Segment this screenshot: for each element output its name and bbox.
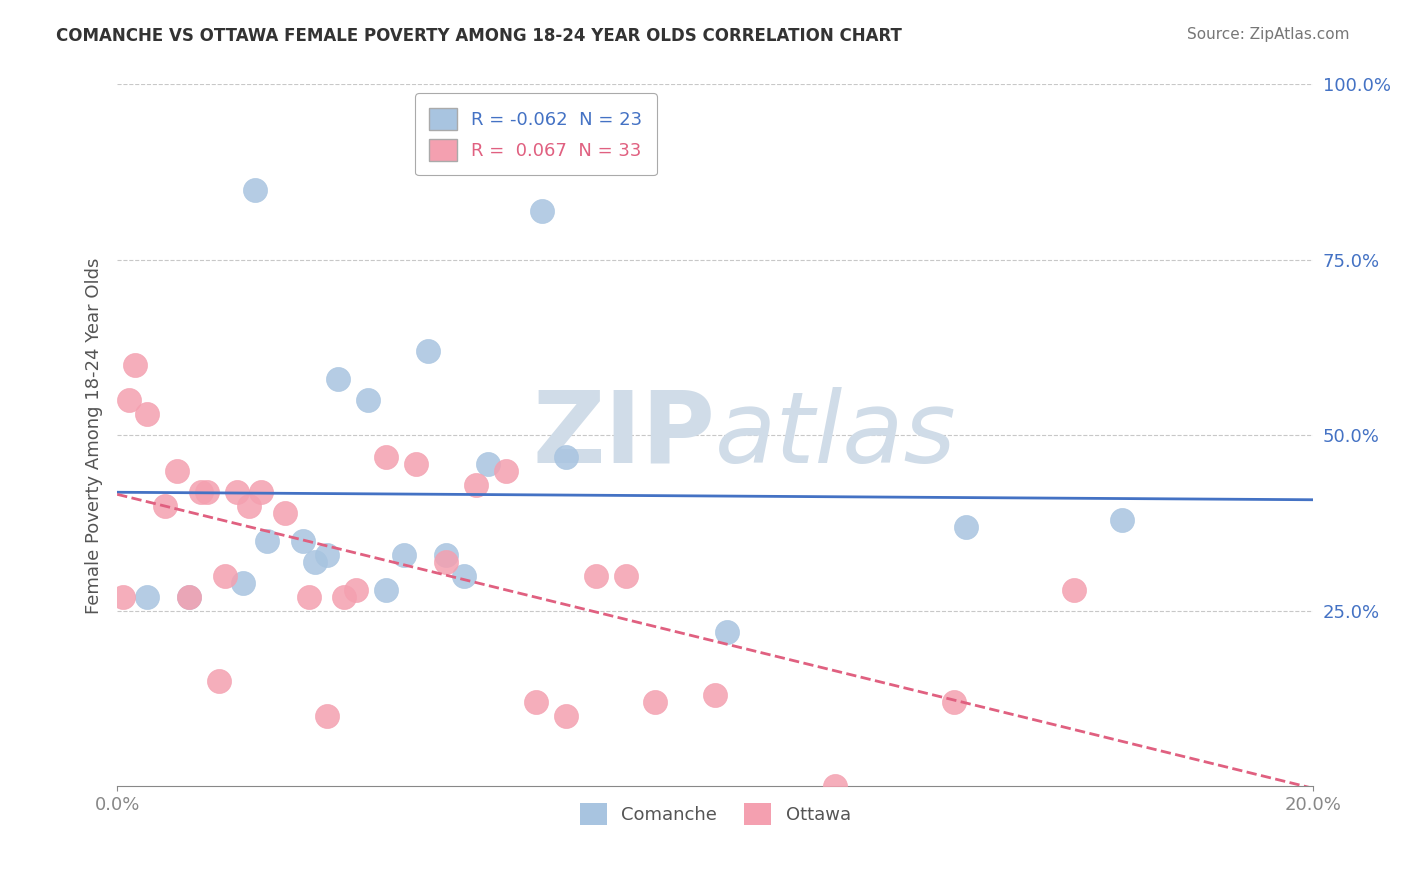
Text: ZIP: ZIP xyxy=(533,387,716,484)
Point xyxy=(530,203,553,218)
Point xyxy=(195,484,218,499)
Point xyxy=(225,484,247,499)
Point xyxy=(453,569,475,583)
Point xyxy=(243,183,266,197)
Point xyxy=(177,590,200,604)
Point xyxy=(554,450,576,464)
Point xyxy=(249,484,271,499)
Point xyxy=(824,780,846,794)
Point xyxy=(238,499,260,513)
Point xyxy=(315,709,337,723)
Point xyxy=(333,590,356,604)
Point xyxy=(344,582,367,597)
Legend: Comanche, Ottawa: Comanche, Ottawa xyxy=(571,794,860,834)
Point xyxy=(375,582,398,597)
Point xyxy=(297,590,319,604)
Point xyxy=(357,393,380,408)
Point xyxy=(495,464,517,478)
Point xyxy=(644,695,666,709)
Point xyxy=(375,450,398,464)
Point xyxy=(315,548,337,562)
Point xyxy=(716,625,738,640)
Point xyxy=(465,477,488,491)
Point xyxy=(328,372,350,386)
Point xyxy=(208,674,231,689)
Point xyxy=(434,548,457,562)
Point xyxy=(190,484,212,499)
Point xyxy=(118,393,141,408)
Point xyxy=(304,555,326,569)
Point xyxy=(232,575,254,590)
Point xyxy=(554,709,576,723)
Point xyxy=(418,344,440,359)
Point xyxy=(256,533,278,548)
Point xyxy=(214,569,236,583)
Point xyxy=(136,590,159,604)
Point xyxy=(1111,513,1133,527)
Point xyxy=(704,688,727,702)
Point xyxy=(585,569,607,583)
Point xyxy=(136,408,159,422)
Point xyxy=(943,695,966,709)
Text: Source: ZipAtlas.com: Source: ZipAtlas.com xyxy=(1187,27,1350,42)
Text: COMANCHE VS OTTAWA FEMALE POVERTY AMONG 18-24 YEAR OLDS CORRELATION CHART: COMANCHE VS OTTAWA FEMALE POVERTY AMONG … xyxy=(56,27,903,45)
Point xyxy=(614,569,637,583)
Point xyxy=(273,506,295,520)
Y-axis label: Female Poverty Among 18-24 Year Olds: Female Poverty Among 18-24 Year Olds xyxy=(86,257,103,614)
Point xyxy=(124,358,146,372)
Point xyxy=(477,457,499,471)
Point xyxy=(1063,582,1085,597)
Point xyxy=(112,590,135,604)
Point xyxy=(291,533,314,548)
Point xyxy=(177,590,200,604)
Point xyxy=(955,519,977,533)
Point xyxy=(394,548,416,562)
Point xyxy=(166,464,188,478)
Text: atlas: atlas xyxy=(716,387,957,484)
Point xyxy=(524,695,547,709)
Point xyxy=(434,555,457,569)
Point xyxy=(153,499,176,513)
Point xyxy=(405,457,427,471)
